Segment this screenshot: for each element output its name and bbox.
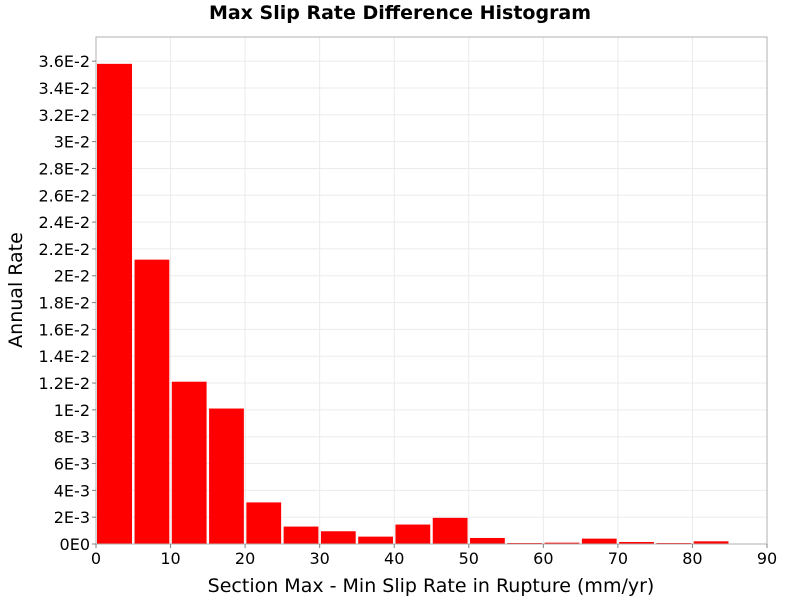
y-tick-label: 1.6E-2 <box>38 320 90 339</box>
histogram-bar <box>171 381 207 544</box>
x-tick-label: 20 <box>235 549 255 568</box>
histogram-bar <box>432 517 468 544</box>
histogram-bar <box>395 524 431 544</box>
y-tick-label: 4E-3 <box>54 481 90 500</box>
y-tick-label: 2.6E-2 <box>38 186 90 205</box>
x-tick-label: 70 <box>608 549 628 568</box>
y-axis-title: Annual Rate <box>5 232 27 348</box>
x-axis-ticks: 0 10 20 30 40 50 60 70 80 90 <box>91 544 777 568</box>
histogram-bar <box>470 537 505 544</box>
x-tick-label: 90 <box>757 549 777 568</box>
y-tick-label: 2E-3 <box>54 508 90 527</box>
y-tick-label: 3.4E-2 <box>38 79 90 98</box>
y-axis-ticks: 0E0 2E-3 4E-3 6E-3 8E-3 1E-2 1.2E-2 1.4E-2 1.6E-… <box>38 52 96 554</box>
y-tick-label: 2E-2 <box>54 267 90 286</box>
x-tick-label: 30 <box>309 549 329 568</box>
y-tick-label: 1.2E-2 <box>38 374 90 393</box>
x-tick-label: 10 <box>160 549 180 568</box>
histogram-bar <box>246 502 282 544</box>
x-tick-label: 0 <box>91 549 101 568</box>
histogram-bar <box>320 531 356 544</box>
plot-frame <box>95 36 768 545</box>
histogram-bar <box>97 63 133 544</box>
x-tick-label: 50 <box>459 549 479 568</box>
y-tick-label: 6E-3 <box>54 455 90 474</box>
x-tick-label: 40 <box>384 549 404 568</box>
y-tick-label: 1E-2 <box>54 401 90 420</box>
x-axis-title: Section Max - Min Slip Rate in Rupture (… <box>208 575 655 597</box>
y-tick-label: 8E-3 <box>54 428 90 447</box>
y-tick-label: 2.2E-2 <box>38 240 90 259</box>
y-tick-label: 3E-2 <box>54 133 90 152</box>
bars <box>97 63 729 544</box>
histogram-bar <box>581 538 617 544</box>
y-tick-label: 2.8E-2 <box>38 159 90 178</box>
y-tick-label: 3.6E-2 <box>38 52 90 71</box>
histogram-bar <box>544 542 580 544</box>
x-tick-label: 80 <box>682 549 702 568</box>
chart-title: Max Slip Rate Difference Histogram <box>208 2 592 24</box>
x-tick-label: 60 <box>533 549 553 568</box>
y-tick-label: 1.8E-2 <box>38 294 90 313</box>
plot-area <box>96 37 767 544</box>
y-tick-label: 3.2E-2 <box>38 106 90 125</box>
y-tick-label: 1.4E-2 <box>38 347 90 366</box>
histogram-bar <box>619 541 654 544</box>
y-tick-label: 2.4E-2 <box>38 213 90 232</box>
histogram-bar <box>283 526 319 544</box>
histogram-bar <box>358 536 393 544</box>
histogram-bar <box>693 541 729 544</box>
histogram-bar <box>134 259 170 544</box>
histogram-bar <box>209 408 244 544</box>
y-tick-label: 0E0 <box>60 535 90 554</box>
